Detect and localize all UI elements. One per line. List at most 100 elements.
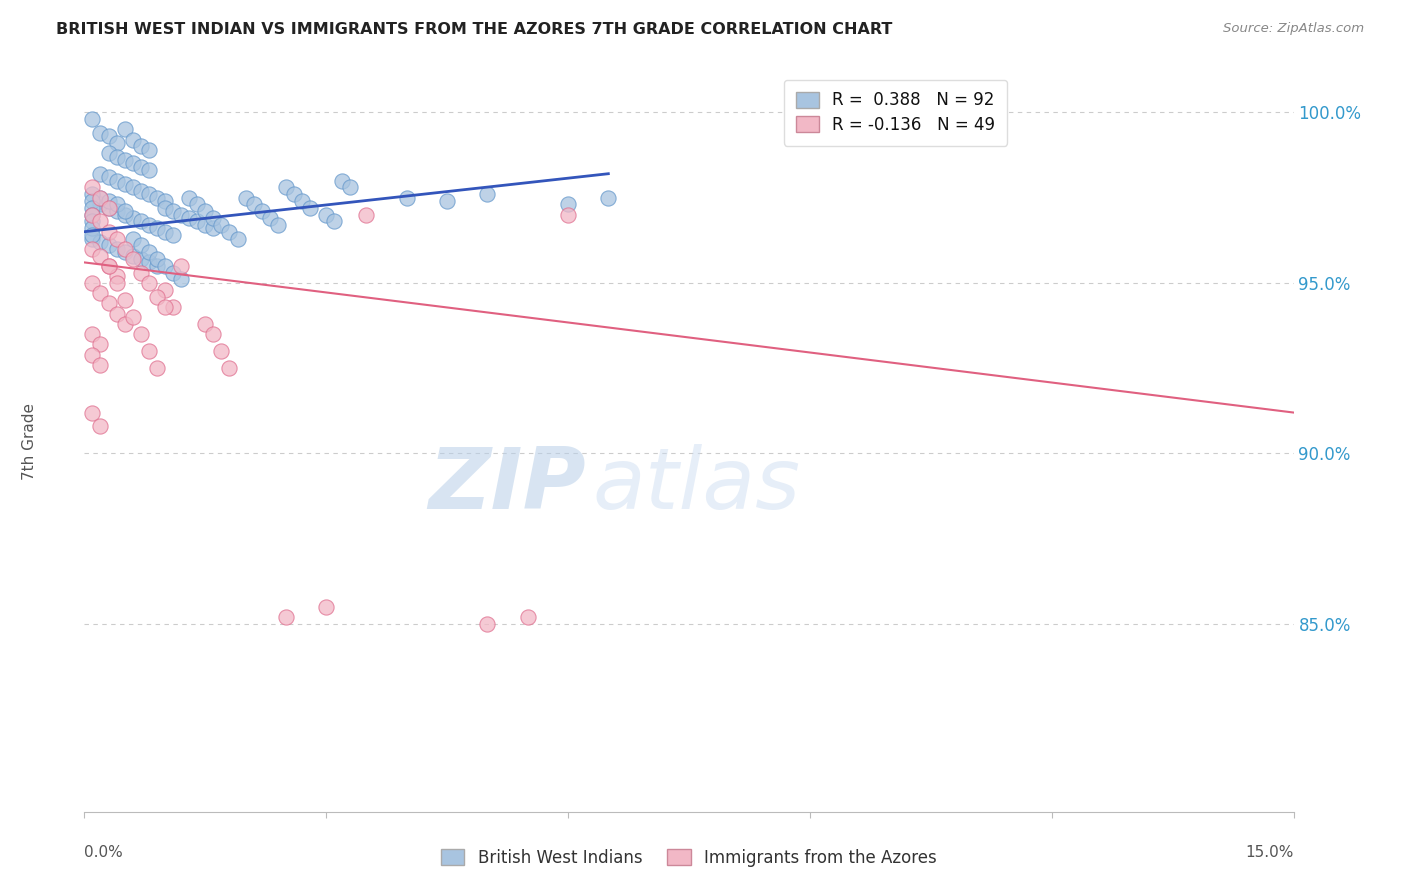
Point <box>105 136 128 150</box>
Point <box>194 204 217 219</box>
Point <box>97 225 120 239</box>
Point <box>179 191 201 205</box>
Point <box>82 221 104 235</box>
Point <box>114 204 136 219</box>
Point <box>146 252 169 266</box>
Point <box>105 197 128 211</box>
Point <box>97 194 120 208</box>
Point <box>395 191 418 205</box>
Point <box>598 191 620 205</box>
Point <box>162 300 184 314</box>
Point <box>138 276 160 290</box>
Text: 0.0%: 0.0% <box>84 845 124 860</box>
Point <box>89 191 111 205</box>
Point <box>170 259 193 273</box>
Point <box>259 211 281 225</box>
Point <box>114 293 136 307</box>
Point <box>97 129 120 144</box>
Point <box>299 201 322 215</box>
Point <box>89 337 111 351</box>
Point <box>138 187 160 202</box>
Point <box>121 211 143 225</box>
Point <box>516 610 538 624</box>
Point <box>129 214 152 228</box>
Point <box>82 347 104 361</box>
Point <box>105 150 128 164</box>
Point <box>105 204 128 219</box>
Point <box>170 272 193 286</box>
Point <box>186 214 208 228</box>
Point <box>557 208 579 222</box>
Point <box>97 170 120 185</box>
Point <box>121 310 143 324</box>
Point <box>82 180 104 194</box>
Point <box>315 208 337 222</box>
Point <box>179 211 201 225</box>
Point <box>82 228 104 243</box>
Text: ZIP: ZIP <box>429 444 586 527</box>
Point <box>162 266 184 280</box>
Point <box>170 208 193 222</box>
Point <box>291 194 314 208</box>
Point <box>186 197 208 211</box>
Point <box>194 218 217 232</box>
Point <box>162 228 184 243</box>
Point <box>121 156 143 170</box>
Point <box>89 286 111 301</box>
Point <box>114 122 136 136</box>
Point <box>242 197 264 211</box>
Point <box>105 307 128 321</box>
Point <box>97 296 120 310</box>
Point <box>105 231 128 245</box>
Point <box>202 211 225 225</box>
Point <box>121 180 143 194</box>
Point <box>82 112 104 127</box>
Point <box>477 617 499 632</box>
Point <box>89 191 111 205</box>
Point <box>89 235 111 249</box>
Point <box>121 132 143 146</box>
Point <box>97 259 120 273</box>
Point <box>218 361 240 376</box>
Point <box>82 405 104 419</box>
Point <box>82 194 104 208</box>
Point <box>146 221 169 235</box>
Point <box>153 300 176 314</box>
Point <box>138 255 160 269</box>
Point <box>146 289 169 303</box>
Point <box>339 180 361 194</box>
Text: 7th Grade: 7th Grade <box>22 403 38 480</box>
Point <box>162 204 184 219</box>
Point <box>89 197 111 211</box>
Point <box>274 180 297 194</box>
Point <box>146 361 169 376</box>
Point <box>129 160 152 174</box>
Point <box>138 163 160 178</box>
Point <box>138 245 160 260</box>
Point <box>89 419 111 434</box>
Point <box>129 252 152 266</box>
Point <box>105 173 128 187</box>
Point <box>97 146 120 161</box>
Point <box>218 225 240 239</box>
Point <box>194 317 217 331</box>
Point <box>97 238 120 252</box>
Point <box>153 201 176 215</box>
Point <box>323 214 346 228</box>
Point <box>138 143 160 157</box>
Point <box>82 201 104 215</box>
Point <box>82 214 104 228</box>
Point <box>202 327 225 342</box>
Point <box>477 187 499 202</box>
Point <box>97 201 120 215</box>
Point <box>82 208 104 222</box>
Point <box>89 126 111 140</box>
Point <box>82 187 104 202</box>
Point <box>89 358 111 372</box>
Point <box>315 600 337 615</box>
Point <box>283 187 305 202</box>
Point <box>129 327 152 342</box>
Text: Source: ZipAtlas.com: Source: ZipAtlas.com <box>1223 22 1364 36</box>
Point <box>82 242 104 256</box>
Point <box>97 201 120 215</box>
